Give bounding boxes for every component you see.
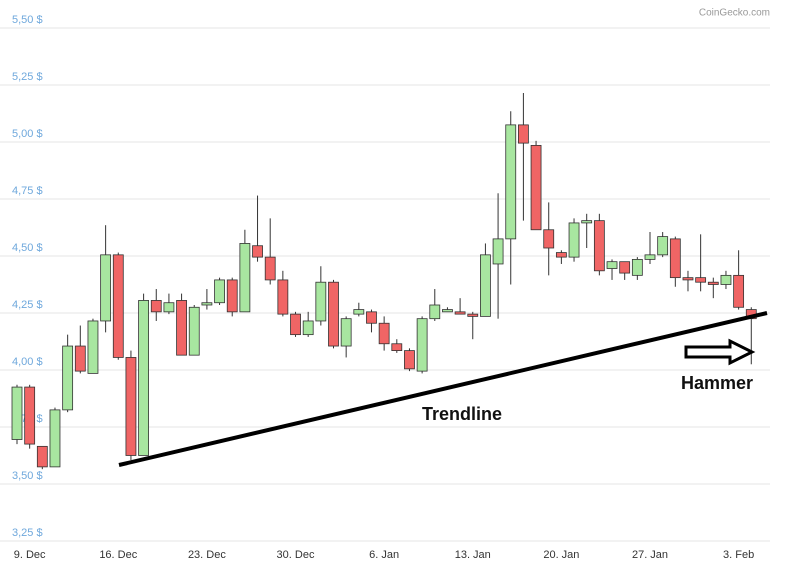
candles: [11, 92, 757, 470]
candle-body: [669, 238, 681, 279]
candle-body: [631, 258, 643, 276]
candle-body: [682, 277, 694, 281]
y-tick-label: 5,50 $: [12, 14, 43, 26]
candle-body: [505, 124, 517, 240]
candle-body: [138, 300, 150, 456]
candle-body: [454, 311, 466, 315]
candle-body: [328, 281, 339, 347]
candle-body: [125, 357, 137, 456]
candle-body: [252, 245, 263, 258]
candle-body: [568, 222, 580, 258]
candle-body: [163, 302, 175, 313]
watermark: CoinGecko.com: [699, 8, 770, 19]
y-tick-label: 3,25 $: [12, 527, 43, 539]
y-tick-label: 5,00 $: [12, 128, 43, 140]
candle-body: [404, 350, 415, 370]
x-tick-label: 13. Jan: [455, 549, 491, 561]
x-tick-label: 30. Dec: [277, 549, 315, 561]
x-tick-label: 9. Dec: [14, 549, 46, 561]
x-tick-label: 27. Jan: [632, 549, 668, 561]
candle-body: [707, 281, 719, 285]
candle-body: [277, 279, 289, 315]
candle-body: [11, 386, 23, 440]
candle-body: [315, 281, 327, 322]
candle-body: [657, 236, 669, 256]
candle-body: [62, 345, 74, 411]
candle-body: [581, 220, 593, 224]
y-tick-label: 4,50 $: [12, 242, 43, 254]
hammer-arrow: [684, 338, 756, 366]
candle-body: [442, 309, 453, 313]
candle-body: [644, 254, 656, 260]
candle-body: [100, 254, 112, 322]
grid: 3,25 $3,50 $3,75 $4,00 $4,25 $4,50 $4,75…: [0, 14, 770, 561]
candle-body: [340, 318, 352, 347]
trendline: [118, 311, 768, 467]
candle-body: [226, 279, 238, 313]
candle-body: [492, 238, 504, 265]
y-tick-label: 4,25 $: [12, 299, 43, 311]
candle-body: [695, 277, 707, 283]
candle-body: [530, 144, 542, 231]
y-tick-label: 5,25 $: [12, 71, 43, 83]
x-tick-label: 23. Dec: [188, 549, 226, 561]
candle-body: [290, 313, 301, 336]
y-tick-label: 3,50 $: [12, 470, 43, 482]
candle-body: [264, 256, 276, 281]
candle-body: [74, 345, 86, 372]
candle-body: [239, 243, 251, 313]
y-tick-label: 4,75 $: [12, 185, 43, 197]
candle-body: [49, 409, 61, 468]
x-tick-label: 16. Dec: [99, 549, 137, 561]
candle-body: [302, 320, 314, 336]
candle-body: [480, 254, 491, 317]
candle-body: [593, 220, 605, 272]
x-tick-label: 3. Feb: [723, 549, 754, 561]
candle-body: [391, 343, 403, 352]
candle-body: [555, 252, 567, 258]
candle-body: [150, 300, 162, 313]
candle-body: [353, 309, 365, 315]
candle-body: [720, 274, 732, 285]
x-tick-label: 20. Jan: [543, 549, 579, 561]
candle-body: [24, 386, 36, 445]
candle-body: [366, 311, 377, 324]
candle-body: [619, 261, 631, 274]
candle-body: [543, 229, 555, 249]
candle-body: [429, 304, 441, 320]
candle-body: [36, 445, 48, 468]
annotation: Trendline: [422, 404, 502, 424]
candle-body: [214, 279, 225, 304]
candle-body: [606, 261, 618, 269]
candle-body: [467, 313, 479, 317]
y-tick-label: 4,00 $: [12, 356, 43, 368]
candle-body: [416, 318, 428, 372]
candle-body: [378, 322, 390, 345]
candle-body: [176, 300, 187, 356]
x-tick-label: 6. Jan: [369, 549, 399, 561]
candle-body: [518, 124, 529, 144]
candle-body: [188, 306, 200, 356]
candle-body: [87, 320, 99, 374]
candle-body: [112, 254, 124, 358]
candle-body: [201, 302, 213, 306]
annotation: Hammer: [681, 373, 753, 393]
candle-body: [733, 274, 745, 308]
